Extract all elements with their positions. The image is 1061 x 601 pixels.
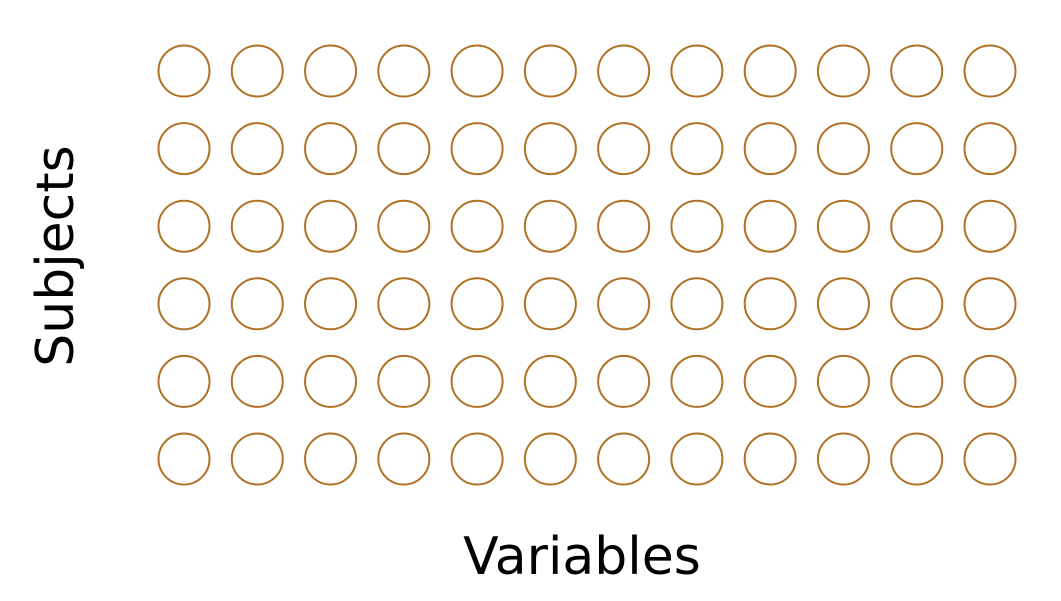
grid-circle-r6-c9 [743, 432, 797, 486]
grid-circle-r4-c11 [890, 277, 944, 331]
grid-circle-r4-c8 [670, 277, 724, 331]
grid-circle-r6-c4 [377, 432, 431, 486]
grid-circle-r2-c1 [157, 122, 211, 176]
grid-circle-r4-c6 [523, 277, 577, 331]
grid-circle-r1-c2 [230, 44, 284, 98]
grid-circle-r1-c4 [377, 44, 431, 98]
grid-circle-r6-c1 [157, 432, 211, 486]
grid-circle-r4-c4 [377, 277, 431, 331]
grid-circle-r3-c2 [230, 199, 284, 253]
grid-circle-r3-c5 [450, 199, 504, 253]
grid-circle-r5-c3 [304, 354, 358, 408]
grid-circle-r4-c2 [230, 277, 284, 331]
grid-circle-r4-c9 [743, 277, 797, 331]
grid-circle-r4-c7 [597, 277, 651, 331]
grid-circle-r6-c11 [890, 432, 944, 486]
grid-circle-r6-c6 [523, 432, 577, 486]
grid-circle-r2-c9 [743, 122, 797, 176]
grid-circle-r5-c5 [450, 354, 504, 408]
grid-circle-r3-c1 [157, 199, 211, 253]
grid-circle-r6-c12 [963, 432, 1017, 486]
grid-circle-r2-c8 [670, 122, 724, 176]
grid-circle-r3-c4 [377, 199, 431, 253]
grid-circle-r3-c8 [670, 199, 724, 253]
grid-circle-r1-c11 [890, 44, 944, 98]
grid-circle-r1-c1 [157, 44, 211, 98]
grid-circle-r2-c12 [963, 122, 1017, 176]
grid-circle-r5-c9 [743, 354, 797, 408]
grid-circle-r3-c9 [743, 199, 797, 253]
grid-circle-r5-c1 [157, 354, 211, 408]
grid-circle-r5-c4 [377, 354, 431, 408]
grid-circle-r1-c9 [743, 44, 797, 98]
grid-circle-r1-c5 [450, 44, 504, 98]
grid-circle-r1-c7 [597, 44, 651, 98]
grid-circle-r2-c4 [377, 122, 431, 176]
grid-circle-r4-c12 [963, 277, 1017, 331]
grid-circle-r3-c12 [963, 199, 1017, 253]
grid-circle-r4-c10 [816, 277, 870, 331]
grid-circle-r4-c1 [157, 277, 211, 331]
grid-circle-r3-c7 [597, 199, 651, 253]
grid-circle-r3-c11 [890, 199, 944, 253]
grid-circle-r5-c12 [963, 354, 1017, 408]
grid-circle-r6-c10 [816, 432, 870, 486]
grid-circle-r6-c7 [597, 432, 651, 486]
grid-circle-r1-c6 [523, 44, 577, 98]
grid-circle-r2-c11 [890, 122, 944, 176]
grid-circle-r2-c3 [304, 122, 358, 176]
grid-circle-r2-c6 [523, 122, 577, 176]
grid-circle-r1-c10 [816, 44, 870, 98]
grid-circle-r2-c7 [597, 122, 651, 176]
grid-circle-r2-c10 [816, 122, 870, 176]
grid-circle-r3-c10 [816, 199, 870, 253]
grid-circle-r6-c3 [304, 432, 358, 486]
grid-circle-r2-c2 [230, 122, 284, 176]
x-axis-label: Variables [463, 527, 701, 587]
grid-circle-r5-c6 [523, 354, 577, 408]
y-axis-label: Subjects [26, 145, 86, 367]
grid-circle-r1-c8 [670, 44, 724, 98]
grid-circle-r5-c7 [597, 354, 651, 408]
grid-circle-r5-c11 [890, 354, 944, 408]
grid-circle-r5-c8 [670, 354, 724, 408]
grid-circle-r5-c10 [816, 354, 870, 408]
grid-circle-r6-c2 [230, 432, 284, 486]
grid-circle-r6-c8 [670, 432, 724, 486]
grid-circle-r1-c3 [304, 44, 358, 98]
grid-circle-r4-c3 [304, 277, 358, 331]
grid-circle-r2-c5 [450, 122, 504, 176]
grid-circle-r1-c12 [963, 44, 1017, 98]
grid-circle-r4-c5 [450, 277, 504, 331]
grid-circle-r6-c5 [450, 432, 504, 486]
grid-circle-r3-c3 [304, 199, 358, 253]
grid-circle-r5-c2 [230, 354, 284, 408]
grid-circle-r3-c6 [523, 199, 577, 253]
